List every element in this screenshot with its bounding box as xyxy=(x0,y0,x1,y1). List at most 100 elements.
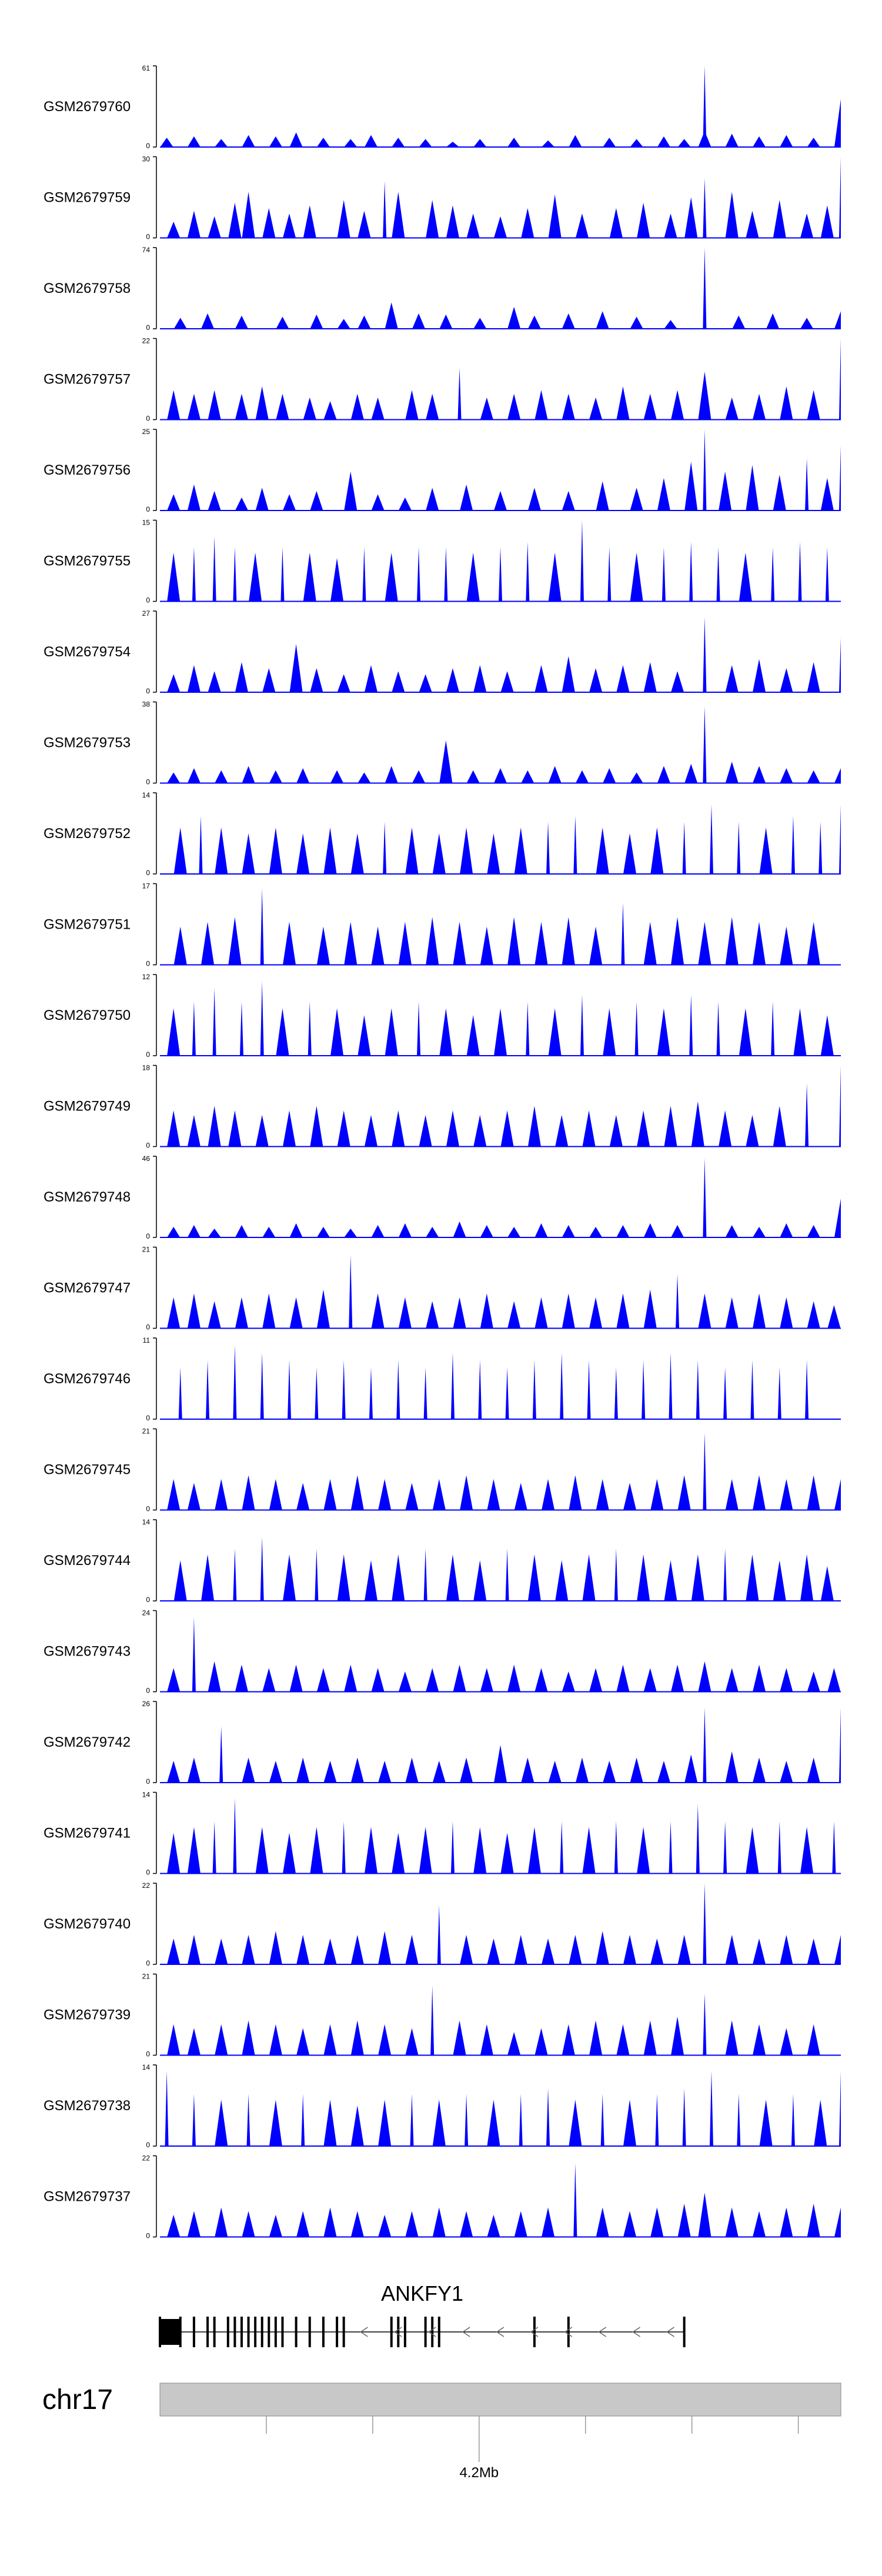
track-label: GSM2679753 xyxy=(44,735,131,751)
coverage-peak xyxy=(450,1821,455,1874)
coverage-peak xyxy=(160,138,173,147)
coverage-peak xyxy=(562,393,575,420)
coverage-peak xyxy=(349,1254,353,1329)
coverage-peak xyxy=(793,1008,807,1056)
track-label: GSM2679755 xyxy=(44,553,131,569)
coverage-peak xyxy=(465,2094,469,2146)
coverage-peak xyxy=(187,665,201,692)
y-max-label: 46 xyxy=(142,1154,151,1163)
coverage-peak xyxy=(534,1297,548,1329)
coverage-peak xyxy=(780,1760,793,1783)
y-max-label: 21 xyxy=(142,1246,151,1254)
y-min-label: 0 xyxy=(146,1505,150,1513)
coverage-peak xyxy=(432,2207,446,2237)
coverage-peak xyxy=(303,205,316,238)
y-max-label: 11 xyxy=(143,1336,151,1344)
coverage-peak xyxy=(753,1227,766,1237)
coverage-peak xyxy=(260,1537,264,1601)
coverage-peak xyxy=(507,1227,521,1237)
coverage-peak xyxy=(573,2163,577,2237)
coverage-peak xyxy=(800,318,814,329)
coverage-peak xyxy=(771,547,775,602)
coverage-peak xyxy=(432,1479,446,1510)
coverage-peak xyxy=(212,1821,216,1874)
coverage-peak xyxy=(310,1827,323,1874)
coverage-peak xyxy=(807,390,820,420)
track-label: GSM2679743 xyxy=(44,1644,131,1660)
y-max-label: 26 xyxy=(142,1700,151,1708)
coverage-peak xyxy=(839,1065,841,1147)
y-min-label: 0 xyxy=(146,1323,150,1332)
coverage-peak xyxy=(589,1297,603,1329)
coverage-peak xyxy=(283,1110,296,1147)
y-min-label: 0 xyxy=(146,233,150,241)
coverage-peak xyxy=(215,2100,228,2146)
coverage-peak xyxy=(242,1475,255,1510)
coverage-peak xyxy=(562,917,575,965)
coverage-peak xyxy=(235,1225,248,1237)
y-max-label: 25 xyxy=(142,428,151,436)
coverage-peak xyxy=(303,552,316,602)
coverage-peak xyxy=(650,2207,664,2237)
coverage-peak xyxy=(296,768,310,783)
coverage-peak xyxy=(337,319,350,329)
coverage-peak xyxy=(283,494,296,510)
coverage-peak xyxy=(671,390,684,420)
coverage-peak xyxy=(703,1158,707,1237)
coverage-peak xyxy=(242,1757,255,1783)
coverage-peak xyxy=(643,2020,657,2056)
coverage-peak xyxy=(753,766,766,783)
coverage-peak xyxy=(378,2214,392,2237)
coverage-peak xyxy=(296,2028,310,2056)
coverage-peak xyxy=(398,1223,412,1237)
coverage-peak xyxy=(398,1297,412,1329)
coverage-peak xyxy=(780,135,793,147)
coverage-peak xyxy=(807,662,820,692)
coverage-peak xyxy=(587,1360,591,1419)
coverage-peak xyxy=(753,659,766,692)
exon-mark xyxy=(390,2317,393,2347)
y-min-label: 0 xyxy=(146,869,150,877)
coverage-peak xyxy=(260,981,264,1056)
y-max-label: 74 xyxy=(142,246,151,254)
coverage-peak xyxy=(575,770,589,783)
coverage-peak xyxy=(480,397,493,420)
track-GSM2679746: GSM2679746 11 0 xyxy=(44,1336,841,1422)
coverage-peak xyxy=(392,138,405,147)
coverage-peak xyxy=(777,1367,781,1419)
coverage-peak xyxy=(260,888,264,965)
coverage-peak xyxy=(637,1827,650,1874)
coverage-peak xyxy=(412,313,426,329)
y-max-label: 17 xyxy=(142,882,151,890)
coverage-peak xyxy=(725,2207,739,2237)
coverage-peak xyxy=(780,768,793,783)
coverage-peak xyxy=(167,221,181,238)
coverage-peak xyxy=(337,1110,350,1147)
coverage-peak xyxy=(773,1560,786,1601)
coverage-peak xyxy=(534,665,548,692)
coverage-peak xyxy=(616,386,630,420)
track-label: GSM2679750 xyxy=(44,1007,131,1023)
coverage-peak xyxy=(643,1668,657,1692)
coverage-peak xyxy=(344,1229,358,1237)
coverage-peak xyxy=(167,1008,181,1056)
coverage-peak xyxy=(603,1760,616,1783)
coverage-peak xyxy=(609,1115,623,1147)
coverage-peak xyxy=(398,922,412,965)
gene-name-label: ANKFY1 xyxy=(381,2281,463,2305)
y-max-label: 18 xyxy=(142,1064,151,1072)
coverage-peak xyxy=(242,192,255,238)
coverage-peak xyxy=(228,1110,242,1147)
coverage-peak xyxy=(187,1757,201,1783)
coverage-peak xyxy=(364,665,377,692)
exon-mark xyxy=(403,2317,406,2347)
coverage-peak xyxy=(412,770,426,783)
y-min-label: 0 xyxy=(146,1232,150,1240)
coverage-peak xyxy=(187,1115,201,1147)
coverage-peak xyxy=(187,2028,201,2056)
track-GSM2679760: GSM2679760 61 0 xyxy=(44,64,841,150)
track-GSM2679754: GSM2679754 27 0 xyxy=(44,609,841,695)
coverage-peak xyxy=(582,1827,596,1874)
track-label: GSM2679757 xyxy=(44,372,131,388)
coverage-peak xyxy=(439,740,453,783)
